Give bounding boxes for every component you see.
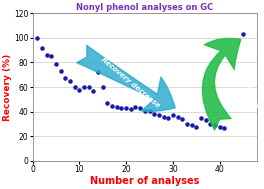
Point <box>241 33 245 36</box>
Point <box>218 125 222 128</box>
Point <box>194 125 199 128</box>
Point <box>157 114 161 117</box>
Point <box>63 77 67 80</box>
Point <box>59 70 63 73</box>
Point <box>77 88 82 91</box>
Point <box>171 114 175 117</box>
Point <box>101 86 105 89</box>
Point <box>133 105 138 108</box>
Point <box>49 55 53 58</box>
Point <box>180 118 185 121</box>
Point <box>91 89 96 92</box>
Point <box>96 71 100 74</box>
Point <box>143 109 147 112</box>
Y-axis label: Recovery (%): Recovery (%) <box>3 53 12 121</box>
Point <box>152 113 156 116</box>
Point <box>54 62 58 65</box>
Point <box>119 107 124 110</box>
Point <box>138 107 142 110</box>
Point <box>105 102 110 105</box>
Point <box>185 122 189 125</box>
Point <box>68 79 72 82</box>
Point <box>44 54 49 57</box>
Text: Recovery decrease: Recovery decrease <box>100 56 161 108</box>
Point <box>162 115 166 118</box>
Point <box>129 108 133 111</box>
Point <box>115 105 119 108</box>
X-axis label: Number of analyses: Number of analyses <box>90 176 200 186</box>
Point <box>73 86 77 89</box>
Title: Nonyl phenol analyses on GC: Nonyl phenol analyses on GC <box>76 3 214 12</box>
Point <box>190 124 194 127</box>
Point <box>213 124 217 127</box>
Point <box>204 119 208 122</box>
Point <box>222 126 227 129</box>
Text: Column cut: Column cut <box>241 65 260 109</box>
Point <box>110 104 114 107</box>
Point <box>199 116 203 119</box>
Point <box>124 107 128 110</box>
Point <box>176 115 180 118</box>
Point <box>35 36 39 39</box>
Point <box>82 86 86 89</box>
Point <box>147 109 152 112</box>
Point <box>208 122 213 125</box>
Point <box>40 46 44 49</box>
Point <box>166 116 170 119</box>
Point <box>87 86 91 89</box>
